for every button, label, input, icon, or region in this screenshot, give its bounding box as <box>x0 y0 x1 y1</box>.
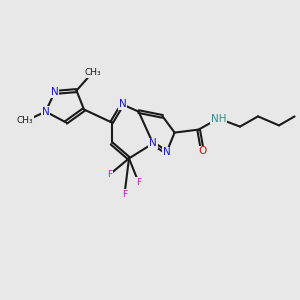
Text: NH: NH <box>211 113 226 124</box>
Text: N: N <box>163 147 170 158</box>
Text: F: F <box>136 178 141 187</box>
Text: N: N <box>42 106 50 117</box>
Text: N: N <box>149 138 157 148</box>
Text: F: F <box>122 190 127 199</box>
Text: N: N <box>51 87 58 98</box>
Text: CH₃: CH₃ <box>16 116 33 125</box>
Text: N: N <box>118 99 126 110</box>
Text: CH₃: CH₃ <box>84 68 101 77</box>
Text: F: F <box>107 170 112 179</box>
Text: O: O <box>198 146 207 157</box>
